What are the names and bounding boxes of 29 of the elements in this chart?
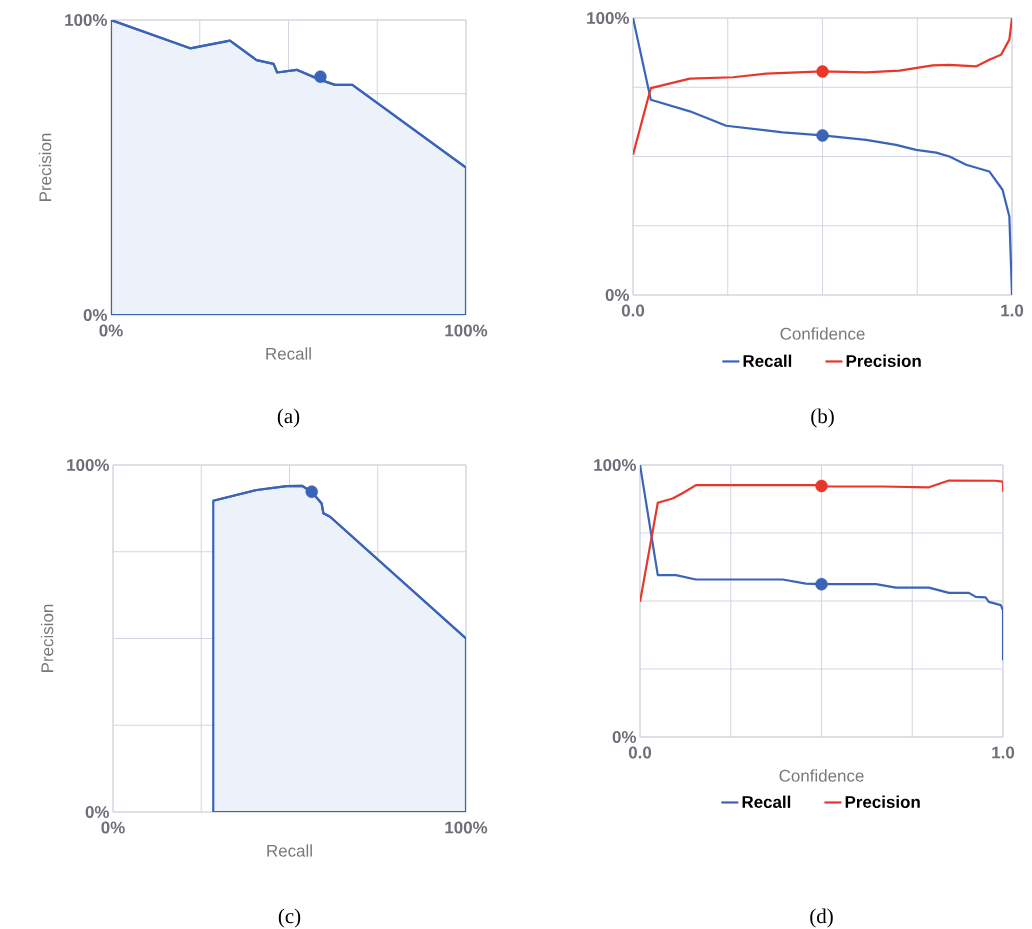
y-tick-label: 100% [587,11,630,24]
text: (a) [277,408,300,428]
text: (d) [810,908,833,928]
legend-label: Recall [742,795,791,809]
y-tick-label: 0% [612,731,637,743]
x-tick-label: 1.0 [1001,304,1024,317]
x-axis-title: Recall [266,347,311,360]
x-axis-title: Confidence [780,327,865,340]
y-tick-label: 0% [85,806,110,818]
y-tick-label: 0% [605,288,630,301]
y-axis-title: Precision [40,604,54,672]
line-series [633,17,1013,295]
text: (b) [811,408,834,428]
legend-label: Precision [846,354,921,368]
y-axis-title: Precision [38,133,52,201]
line-series [640,479,1004,603]
x-axis-title: Recall [267,844,312,857]
text: (c) [278,908,301,928]
x-tick-label: 0.0 [628,746,652,759]
legend-label: Precision [845,795,920,809]
legend-label: Recall [743,354,792,368]
x-axis-title: Confidence [779,769,864,782]
line-series [640,465,1004,662]
x-tick-label: 0.0 [621,304,645,317]
y-tick-label: 100% [67,459,110,471]
y-tick-label: 100% [594,459,637,471]
line-series [633,17,1013,156]
y-tick-label: 100% [65,13,108,26]
x-tick-label: 1.0 [992,746,1015,759]
